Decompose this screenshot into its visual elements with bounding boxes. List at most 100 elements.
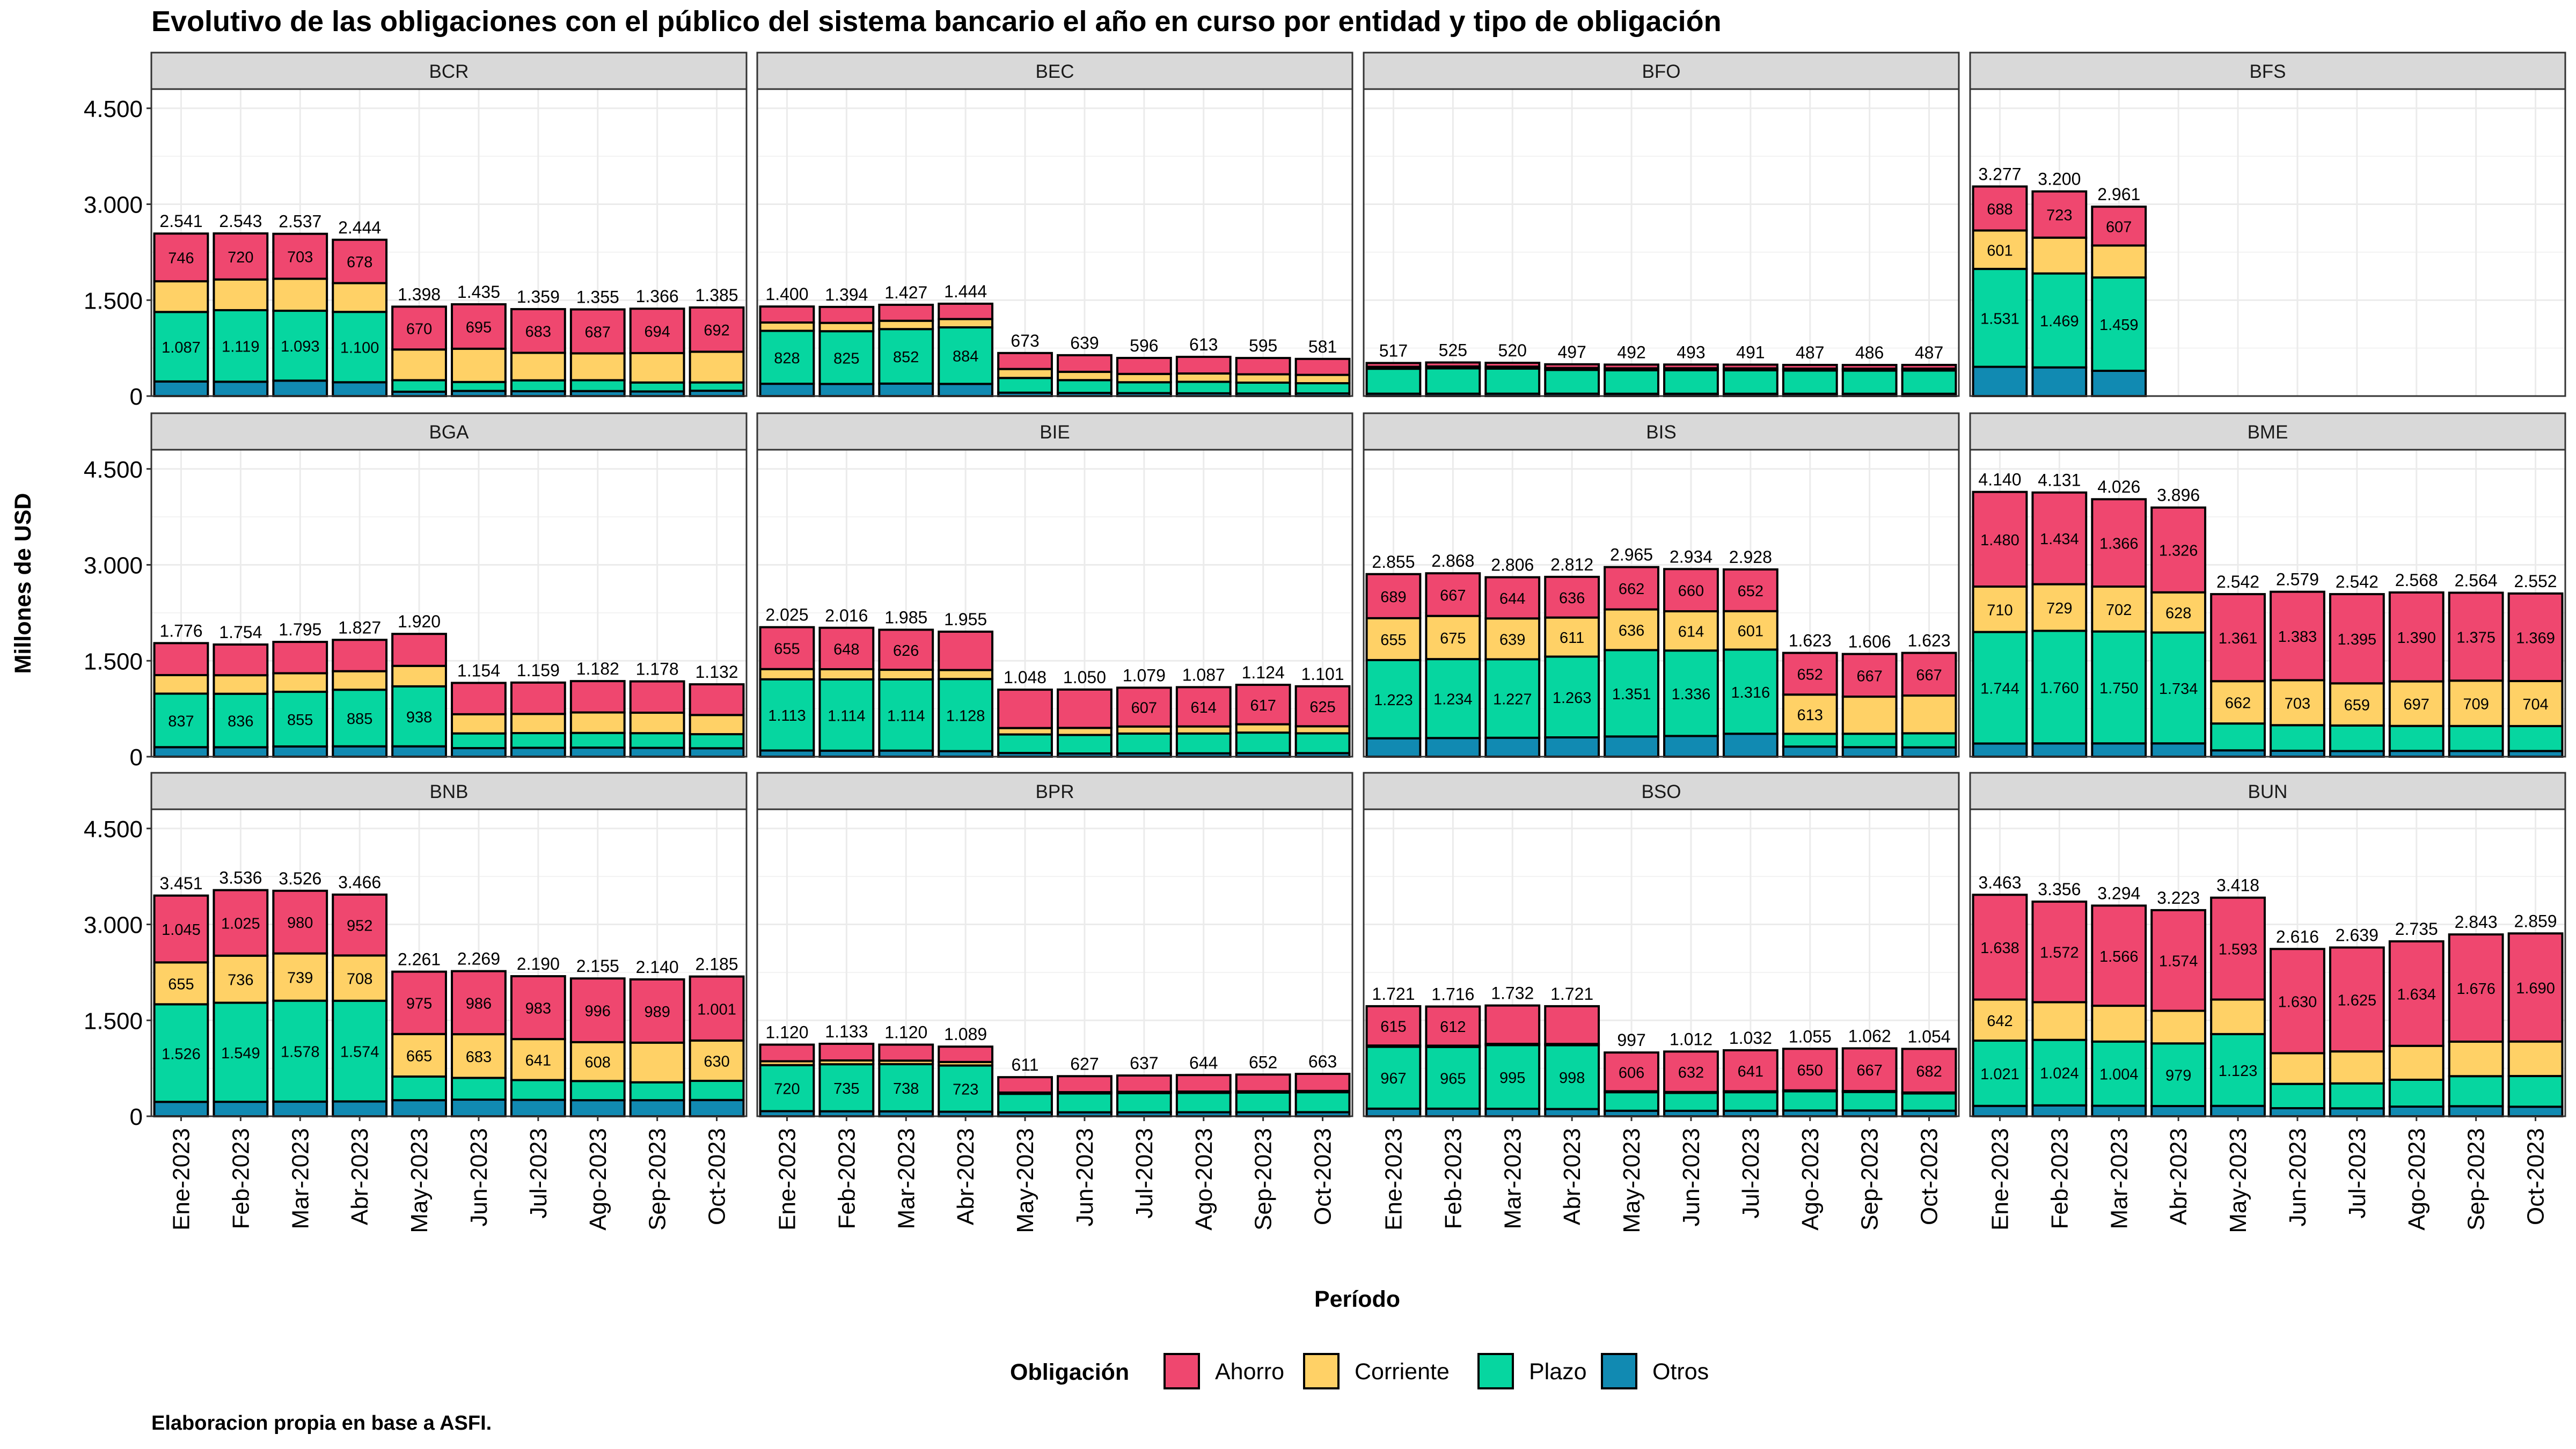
bar-segment-corriente (153, 280, 209, 313)
bar-segment-plazo (2270, 1082, 2325, 1109)
segment-value-label: 636 (1619, 622, 1644, 639)
bar-segment-plazo (1175, 380, 1232, 394)
bar-segment-plazo (1604, 649, 1659, 738)
bar-segment-corriente (332, 282, 388, 313)
bar-segment-ahorro (2091, 498, 2147, 588)
bar-segment-otros (510, 747, 566, 758)
segment-value-label: 642 (1987, 1013, 2012, 1030)
bar-total-label: 1.159 (517, 661, 560, 680)
bar-segment-ahorro (391, 970, 447, 1035)
bar-total-label: 3.463 (1978, 873, 2021, 892)
bar-total-label: 2.552 (2514, 572, 2557, 591)
segment-value-label: 735 (833, 1080, 859, 1097)
bar-segment-otros (1972, 365, 2028, 397)
y-tick-label: 4.500 (84, 457, 143, 483)
facet-strip (1363, 52, 1960, 90)
bar-segment-ahorro (2210, 896, 2266, 1001)
bar-total-label: 2.541 (159, 211, 202, 231)
segment-value-label: 1.361 (2219, 630, 2258, 647)
segment-value-label: 650 (1797, 1062, 1823, 1079)
segment-value-label: 723 (953, 1081, 978, 1098)
segment-value-label: 662 (2225, 695, 2251, 712)
bar-segment-corriente (569, 352, 626, 382)
bar-total-label: 3.294 (2097, 883, 2140, 903)
bar-segment-corriente (629, 352, 685, 384)
facet-panel-bfo: BFO 517 525 520 497 492 493 491 487 486 487 (1363, 52, 1960, 398)
bar-segment-plazo (1425, 367, 1481, 395)
bar-segment-plazo (2388, 1078, 2445, 1108)
bar-total-label: 1.366 (636, 287, 679, 306)
x-tick-label: Ene-2023 (1380, 1128, 1407, 1231)
legend: Obligación Ahorro Corriente Plazo Otros (1010, 1353, 1709, 1389)
bar-segment-corriente (759, 321, 815, 332)
bar-segment-ahorro (272, 641, 328, 675)
bar-segment-corriente (818, 321, 875, 333)
bar-segment-otros (272, 745, 328, 758)
bar-segment-corriente (510, 713, 566, 735)
bar-segment-plazo (1722, 1091, 1779, 1112)
legend-key-plazo (1477, 1353, 1514, 1389)
facet-strip-label: BIE (1040, 422, 1070, 443)
x-tick-label: Mar-2023 (1499, 1128, 1526, 1229)
bar-segment-corriente (569, 1041, 626, 1082)
bar-segment-ahorro (938, 302, 994, 320)
bar-segment-plazo (878, 1063, 934, 1113)
bar-segment-plazo (332, 999, 388, 1103)
segment-value-label: 1.100 (340, 340, 379, 357)
bar-total-label: 2.016 (825, 606, 868, 625)
x-tick-label: Jun-2023 (2285, 1128, 2311, 1226)
bar-segment-otros (569, 1099, 626, 1117)
bar-segment-plazo (1901, 732, 1957, 749)
segment-value-label: 670 (406, 320, 432, 338)
bar-segment-plazo (391, 379, 447, 393)
bar-segment-ahorro (1175, 686, 1232, 728)
bar-segment-plazo (2031, 272, 2088, 369)
segment-value-label: 723 (2046, 207, 2072, 224)
bar-segment-otros (629, 1099, 685, 1117)
bar-segment-plazo (1294, 1091, 1351, 1114)
panel-border (1969, 808, 2566, 1117)
bar-segment-corriente (759, 668, 815, 680)
chart-title: Evolutivo de las obligaciones con el púb… (151, 5, 1722, 38)
bar-segment-ahorro (332, 639, 388, 672)
bar-segment-plazo (1782, 369, 1838, 395)
bar-segment-ahorro (997, 689, 1053, 729)
segment-value-label: 1.676 (2456, 980, 2496, 998)
panel-border (1363, 88, 1960, 397)
x-tick-label: Mar-2023 (287, 1128, 313, 1229)
bar-total-label: 497 (1557, 342, 1586, 362)
segment-value-label: 738 (893, 1080, 919, 1097)
bar-segment-otros (1425, 737, 1481, 758)
segment-value-label: 938 (406, 709, 432, 726)
segment-value-label: 1.227 (1493, 691, 1532, 708)
segment-value-label: 746 (168, 250, 194, 267)
bar-segment-corriente (2210, 680, 2266, 725)
bar-segment-otros (1544, 736, 1600, 758)
bar-segment-ahorro (2507, 592, 2564, 683)
segment-value-label: 1.469 (2040, 313, 2079, 330)
segment-value-label: 625 (1309, 699, 1335, 716)
bar-segment-corriente (689, 714, 745, 736)
segment-value-label: 965 (1440, 1070, 1466, 1087)
bar-segment-ahorro (1722, 363, 1779, 370)
bar-segment-plazo (2150, 631, 2207, 745)
bar-total-label: 1.606 (1848, 632, 1891, 652)
segment-value-label: 1.574 (2159, 953, 2198, 970)
y-tick-label: 4.500 (84, 816, 143, 843)
bar-segment-plazo (818, 678, 875, 752)
bar-segment-otros (1425, 1107, 1481, 1117)
segment-value-label: 1.574 (340, 1044, 379, 1061)
segment-value-label: 613 (1797, 707, 1823, 724)
bar-segment-ahorro (1235, 684, 1291, 726)
bar-total-label: 520 (1498, 341, 1527, 360)
bar-segment-ahorro (1544, 363, 1600, 369)
bar-segment-plazo (878, 328, 934, 385)
bar-segment-plazo (759, 1064, 815, 1113)
bar-total-label: 2.261 (398, 950, 441, 969)
y-tick-label: 0 (130, 744, 143, 771)
segment-value-label: 1.480 (1980, 532, 2019, 549)
x-tick-label: Ago-2023 (585, 1128, 611, 1231)
segment-value-label: 996 (585, 1003, 611, 1020)
bar-segment-plazo (569, 379, 626, 392)
x-tick-label: Feb-2023 (833, 1128, 860, 1229)
